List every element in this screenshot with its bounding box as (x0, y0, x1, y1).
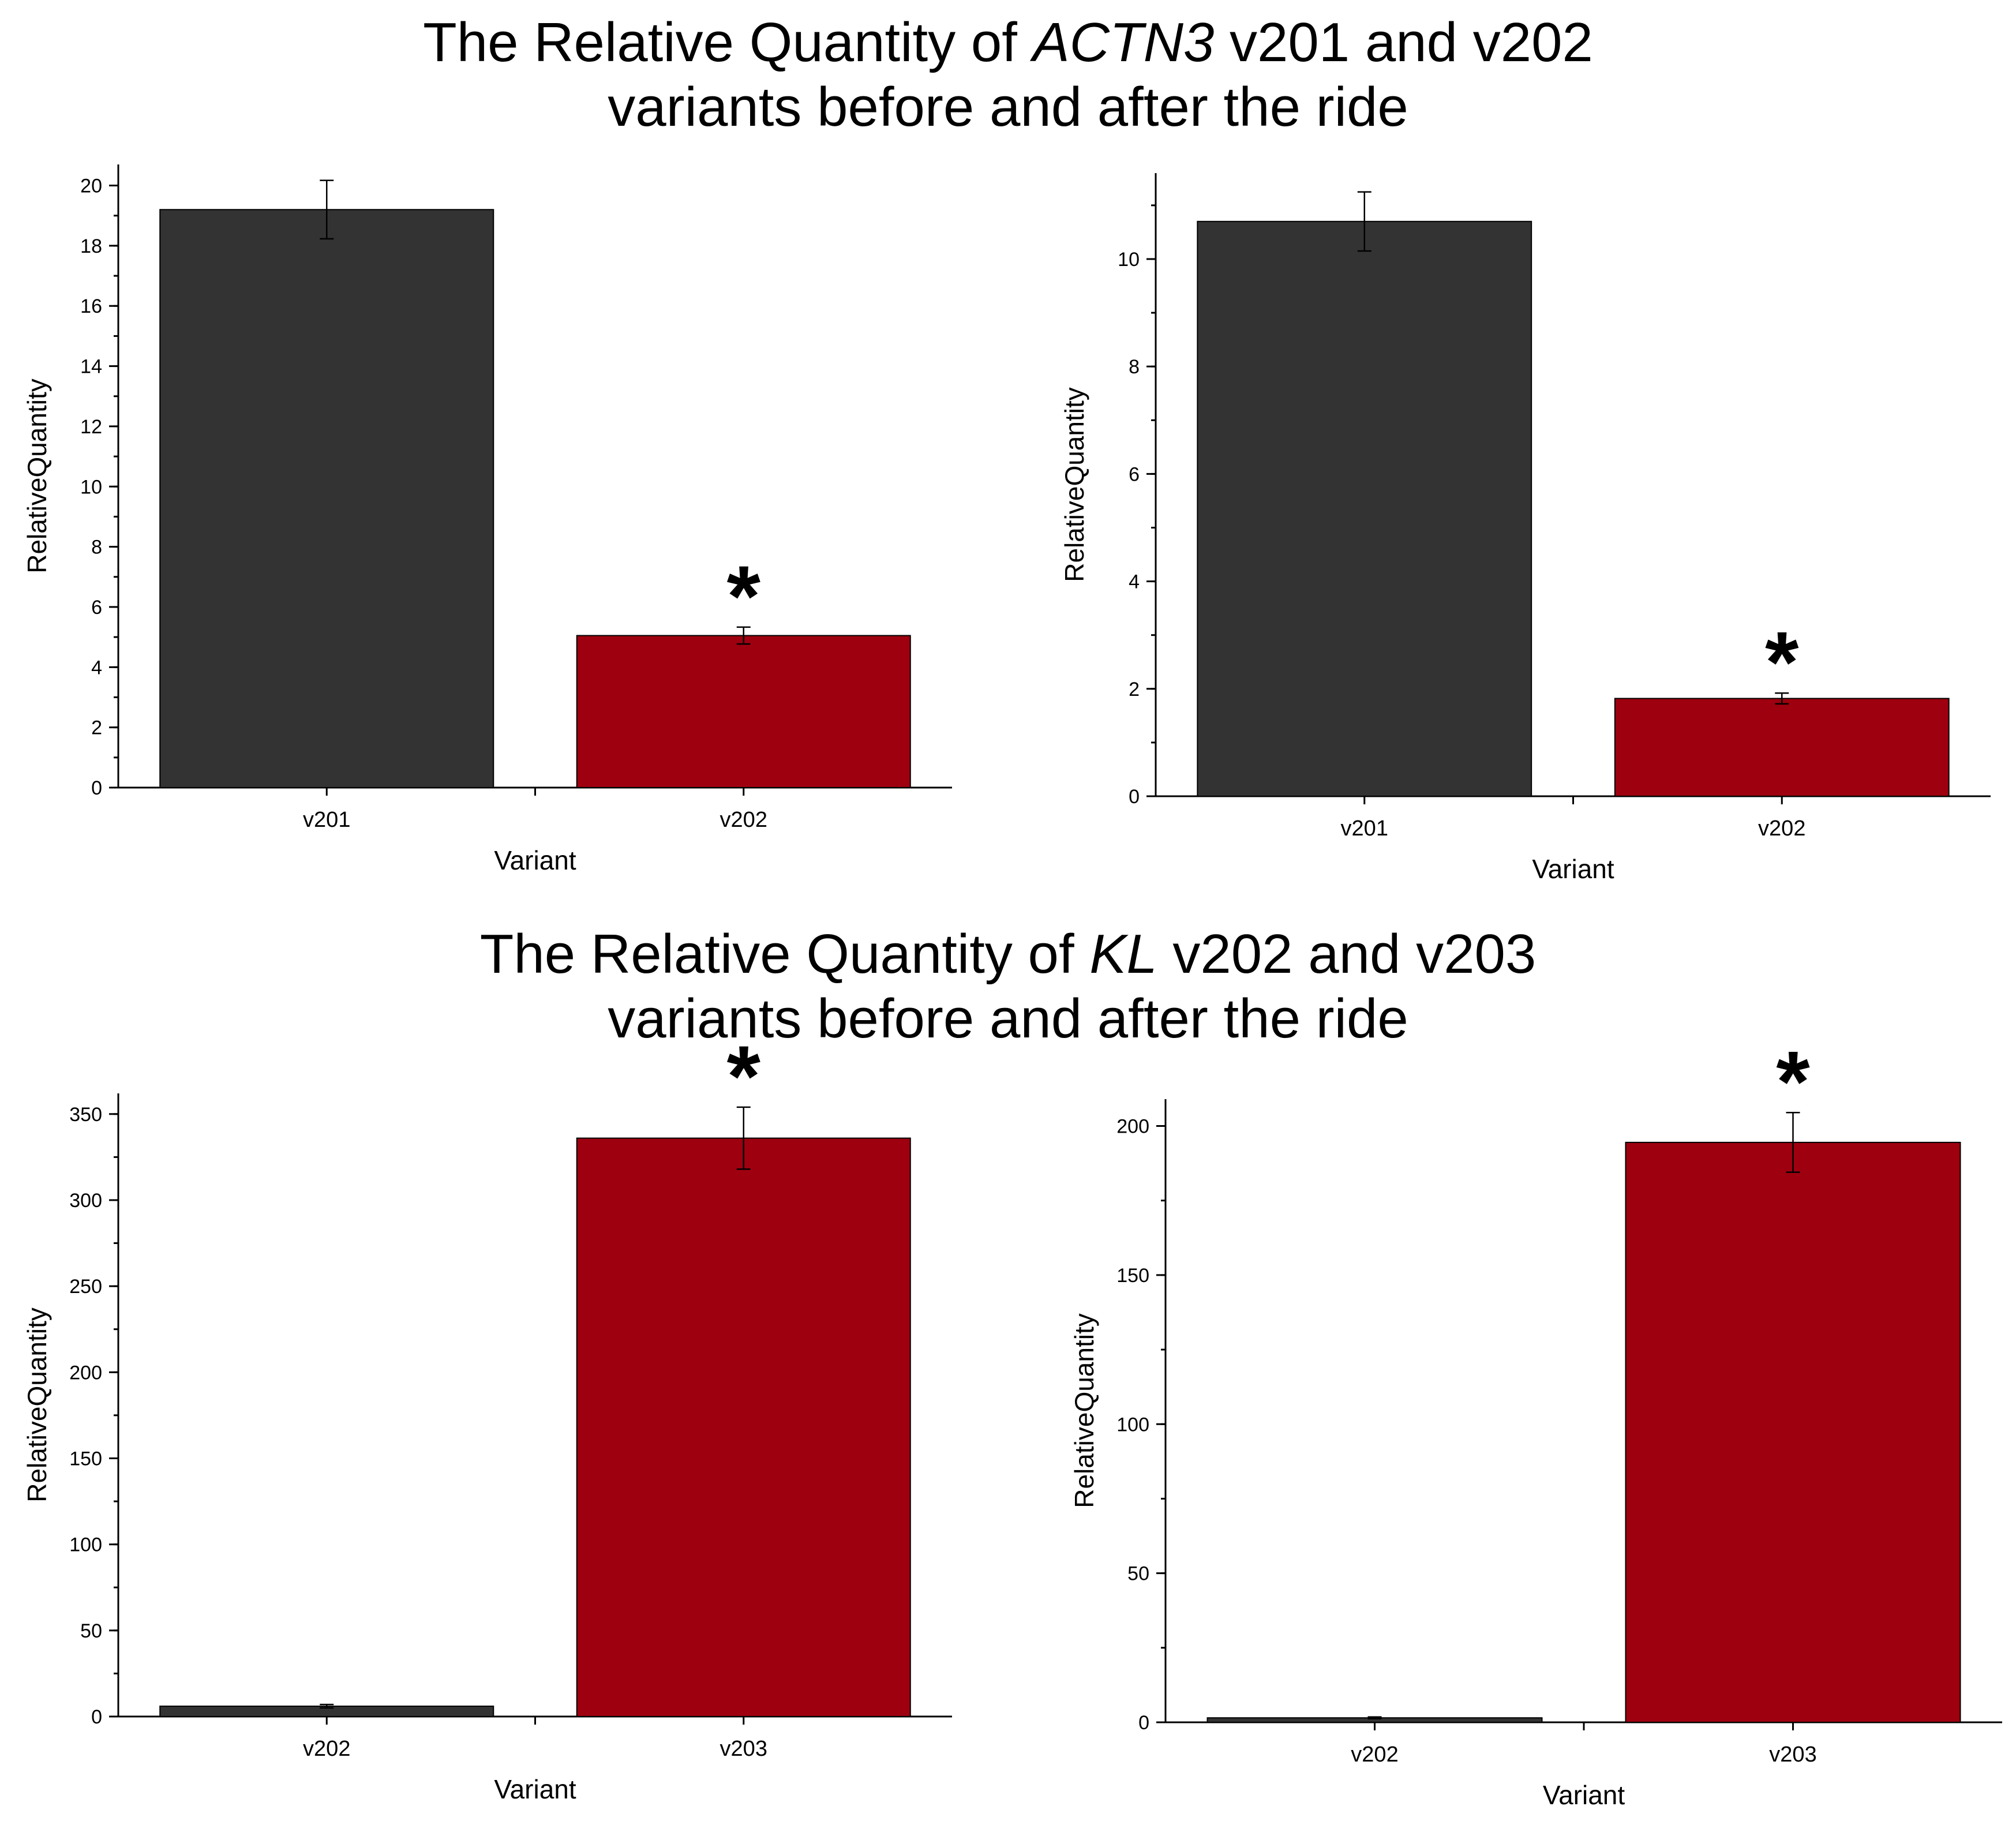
y-tick-label: 18 (80, 235, 102, 257)
y-axis-title: RelativeQuantity (1069, 1313, 1099, 1508)
x-axis-title: Variant (1543, 1780, 1625, 1810)
actn3-title-suffix: v201 and v202 (1214, 12, 1593, 73)
y-tick-label: 2 (91, 717, 102, 739)
y-tick-label: 300 (69, 1190, 102, 1212)
x-category-label: v201 (303, 808, 350, 832)
y-tick-label: 6 (91, 597, 102, 619)
actn3-section-title: The Relative Quantity of ACTN3 v201 and … (0, 10, 2016, 140)
y-tick-label: 6 (1129, 463, 1140, 485)
y-tick-label: 0 (1129, 786, 1140, 808)
bar-v201 (1197, 220, 1532, 797)
kl-section-title: The Relative Quantity of KL v202 and v20… (0, 922, 2016, 1051)
y-tick-label: 100 (69, 1534, 102, 1556)
bar-v202 (576, 635, 911, 788)
y-tick-label: 200 (69, 1362, 102, 1384)
actn3-title-line-1: The Relative Quantity of ACTN3 v201 and … (0, 10, 2016, 75)
y-axis-title: RelativeQuantity (22, 379, 52, 574)
actn3-gene-name: ACTN3 (1032, 12, 1215, 73)
x-category-label: v202 (1351, 1742, 1398, 1767)
y-tick-label: 50 (1127, 1563, 1149, 1585)
x-category-label: v202 (1758, 816, 1805, 841)
significance-marker: * (1765, 613, 1799, 710)
y-tick-label: 0 (91, 1706, 102, 1728)
x-category-label: v202 (303, 1737, 350, 1761)
y-axis-title: RelativeQuantity (22, 1307, 52, 1502)
y-axis-title: RelativeQuantity (1059, 387, 1089, 582)
x-category-label: v202 (720, 808, 767, 832)
y-tick-label: 16 (80, 295, 102, 317)
y-tick-label: 200 (1116, 1116, 1149, 1138)
y-tick-label: 350 (69, 1104, 102, 1126)
x-category-label: v201 (1341, 816, 1388, 841)
y-tick-label: 250 (69, 1276, 102, 1298)
x-axis-title: Variant (494, 845, 576, 875)
kl-title-line-2: variants before and after the ride (608, 988, 1408, 1050)
y-tick-label: 10 (80, 476, 102, 498)
y-tick-label: 4 (91, 657, 102, 679)
y-tick-label: 150 (69, 1448, 102, 1470)
actn3-title-prefix: The Relative Quantity of (423, 12, 1033, 73)
bar-v201 (159, 209, 494, 788)
bar-v203 (1625, 1141, 1961, 1723)
y-tick-label: 20 (80, 175, 102, 197)
y-tick-label: 100 (1116, 1414, 1149, 1436)
y-tick-label: 14 (80, 356, 102, 378)
x-axis-title: Variant (1532, 854, 1614, 884)
kl-gene-name: KL (1089, 923, 1157, 985)
bar-v203 (576, 1137, 911, 1718)
y-tick-label: 4 (1129, 571, 1140, 593)
bar-v202 (1614, 698, 1950, 797)
x-axis-title: Variant (494, 1774, 576, 1804)
y-tick-label: 0 (1138, 1712, 1149, 1734)
y-tick-label: 0 (91, 777, 102, 799)
y-tick-label: 150 (1116, 1265, 1149, 1287)
significance-marker: * (727, 548, 761, 644)
x-category-label: v203 (720, 1737, 767, 1761)
y-tick-label: 8 (1129, 356, 1140, 378)
y-tick-label: 50 (80, 1620, 102, 1642)
x-category-label: v203 (1769, 1742, 1816, 1767)
y-tick-label: 8 (91, 537, 102, 559)
y-tick-label: 2 (1129, 679, 1140, 700)
kl-title-suffix: v202 and v203 (1157, 923, 1537, 985)
significance-marker: * (1776, 1033, 1810, 1130)
actn3-title-line-2: variants before and after the ride (608, 76, 1408, 138)
kl-title-line-1: The Relative Quantity of KL v202 and v20… (0, 922, 2016, 987)
y-tick-label: 10 (1118, 249, 1140, 271)
y-tick-label: 12 (80, 416, 102, 438)
kl-title-prefix: The Relative Quantity of (479, 923, 1090, 985)
significance-marker: * (727, 1028, 761, 1125)
